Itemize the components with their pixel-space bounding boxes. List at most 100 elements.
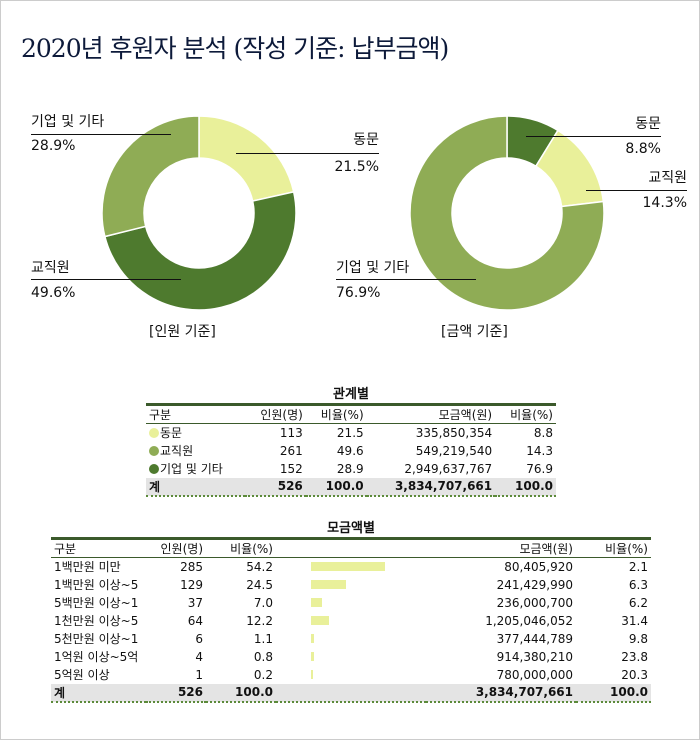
table-cell: 335,850,354 [415, 425, 493, 440]
table-cell: 100.0 [325, 479, 364, 493]
table-row: 1백만원 이상~5 129 24.5 241,429,990 6.3 [51, 576, 651, 594]
leader-line [236, 153, 379, 154]
row-label-cell: 교직원 [146, 442, 245, 460]
col-header: 비율(%) [230, 542, 273, 556]
table-cell: 64 [187, 613, 203, 628]
table-cell: 12.2 [246, 613, 273, 628]
label-staff: 교직원 [31, 260, 70, 276]
table-cell: 100.0 [515, 479, 553, 493]
table-cell: 54.2 [246, 559, 273, 574]
value-corporate: 28.9% [31, 138, 76, 154]
relation-table: 구분 인원(명) 비율(%) 모금액(원) 비율(%) 동문 113 21.5 335… [146, 403, 556, 497]
table-cell: 5천만원 이상~1 [54, 632, 139, 646]
value-staff: 49.6% [31, 285, 76, 301]
value-alumni: 21.5% [334, 159, 379, 175]
table-cell: 7.0 [253, 595, 273, 610]
table-cell: 3,834,707,661 [475, 685, 573, 699]
table-cell: 9.8 [628, 631, 648, 646]
legend-dot-icon [149, 446, 159, 456]
row-label: 동문 [160, 426, 183, 441]
table-cell: 285 [180, 559, 203, 574]
table-cell: 1,205,046,052 [485, 613, 573, 628]
table-cell: 526 [277, 479, 303, 493]
table-cell: 100.0 [610, 685, 648, 699]
table-cell: 0.8 [253, 649, 273, 664]
col-header: 비율(%) [605, 542, 648, 556]
row-label: 기업 및 기타 [160, 462, 223, 476]
table-cell: 76.9 [526, 461, 553, 476]
donut-slice-0 [198, 115, 295, 202]
table-row: 1천만원 이상~5 64 12.2 1,205,046,052 31.4 [51, 612, 651, 630]
table-cell: 1백만원 이상~5 [54, 578, 139, 592]
row-label-cell: 기업 및 기타 [146, 460, 245, 478]
label-corporate: 기업 및 기타 [336, 260, 410, 276]
table-cell: 24.5 [246, 577, 273, 592]
leader-line [526, 136, 661, 137]
table-cell: 261 [279, 443, 303, 458]
donut-slice-2 [101, 115, 200, 238]
table-cell: 6.3 [628, 577, 648, 592]
value-staff: 14.3% [642, 195, 687, 211]
data-bar [311, 580, 346, 589]
col-header: 모금액(원) [438, 408, 493, 422]
leader-line [586, 190, 687, 191]
donut-chart-amount [409, 115, 605, 311]
table-title-amount: 모금액별 [327, 521, 375, 536]
data-bar [311, 562, 386, 572]
row-label-cell: 동문 [146, 424, 245, 442]
table-cell: 1.1 [253, 631, 273, 646]
leader-line [336, 279, 476, 280]
donut-chart-headcount [101, 115, 297, 311]
leader-line [31, 279, 181, 280]
amount-table: 구분 인원(명) 비율(%) 모금액(원) 비율(%) 1백만원 미만 285 54… [51, 537, 651, 703]
table-cell: 100.0 [235, 685, 273, 699]
caption-amount: [금액 기준] [441, 324, 508, 340]
label-alumni: 동문 [635, 116, 661, 132]
table-cell: 1천만원 이상~5 [54, 614, 139, 628]
page-title: 2020년 후원자 분석 (작성 기준: 납부금액) [21, 34, 449, 63]
table-cell: 914,380,210 [496, 649, 573, 664]
table-cell: 1 [195, 667, 203, 682]
col-header: 인원(명) [260, 408, 303, 422]
table-cell: 1백만원 미만 [54, 560, 121, 575]
table-cell: 21.5 [336, 425, 364, 440]
col-header: 모금액(원) [519, 542, 573, 556]
legend-dot-icon [149, 428, 159, 439]
donut-slice-2 [409, 115, 605, 311]
table-cell: 37 [187, 595, 203, 610]
table-cell: 49.6 [336, 443, 364, 458]
table-cell: 23.8 [621, 649, 648, 664]
table-cell: 14.3 [526, 443, 553, 458]
table-row: 동문 113 21.5 335,850,354 8.8 [146, 424, 556, 442]
col-header: 비율(%) [510, 408, 553, 422]
table-cell: 6.2 [628, 595, 648, 610]
table-row: 5백만원 이상~1 37 7.0 236,000,700 6.2 [51, 594, 651, 612]
table-cell: 2.1 [628, 559, 648, 574]
table-cell: 28.9 [336, 461, 364, 476]
value-alumni: 8.8% [625, 141, 661, 157]
total-row: 계 526 100.0 3,834,707,661 100.0 [146, 477, 556, 496]
table-cell: 계 [54, 685, 66, 700]
donut-slice-1 [103, 190, 297, 311]
table-cell: 526 [177, 685, 203, 699]
table-row: 교직원 261 49.6 549,219,540 14.3 [146, 442, 556, 460]
table-cell: 31.4 [621, 613, 648, 628]
table-cell: 1억원 이상~5억 [54, 650, 139, 664]
table-cell: 236,000,700 [496, 595, 573, 610]
table-cell: 780,000,000 [496, 667, 573, 682]
data-bar [311, 652, 315, 661]
table-cell: 80,405,920 [504, 559, 573, 574]
row-label: 교직원 [160, 444, 194, 458]
col-header: 구분 [54, 542, 77, 556]
table-cell: 8.8 [533, 425, 553, 440]
table-cell: 241,429,990 [496, 577, 573, 592]
table-cell: 5억원 이상 [54, 668, 110, 682]
table-row: 기업 및 기타 152 28.9 2,949,637,767 76.9 [146, 460, 556, 478]
data-bar [311, 616, 330, 625]
table-cell: 152 [279, 461, 303, 476]
table-cell: 2,949,637,767 [404, 461, 493, 476]
col-header: 구분 [149, 408, 172, 422]
table-cell: 계 [149, 479, 161, 494]
leader-line [31, 134, 171, 135]
table-row: 5억원 이상 1 0.2 780,000,000 20.3 [51, 666, 651, 684]
